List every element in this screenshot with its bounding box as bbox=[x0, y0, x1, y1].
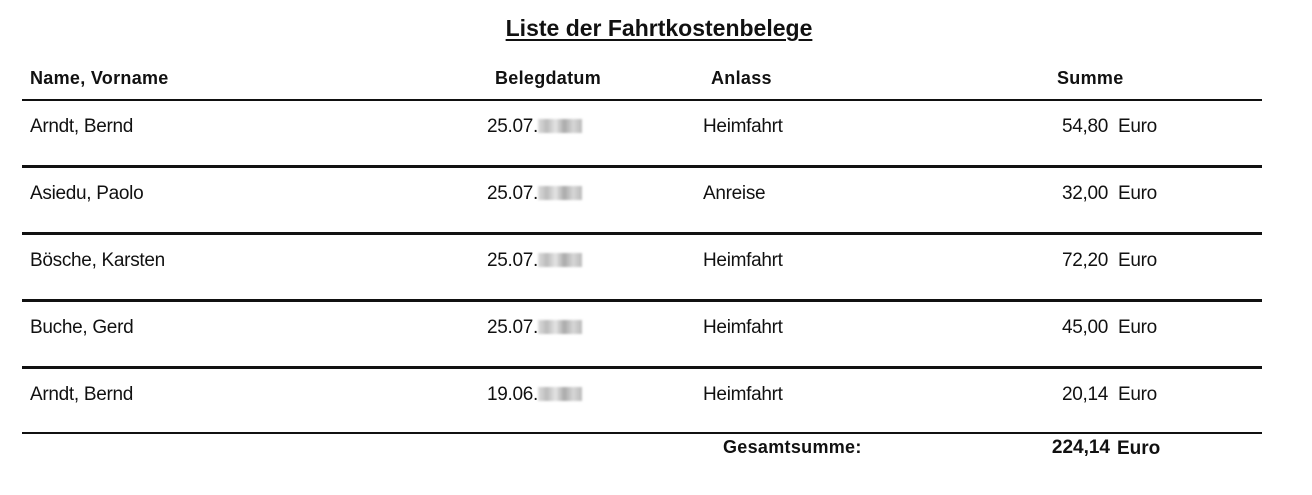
total-amount: 224,14 bbox=[1051, 437, 1110, 458]
cell-name: Arndt, Bernd bbox=[30, 116, 134, 137]
redacted-year bbox=[538, 253, 583, 267]
cell-date: 25.07. bbox=[487, 250, 583, 272]
cell-amount: 20,14 bbox=[1061, 384, 1108, 405]
cell-amount: 45,00 bbox=[1061, 317, 1108, 338]
page-title: Liste der Fahrtkostenbelege bbox=[505, 15, 813, 41]
total-currency: Euro bbox=[1117, 438, 1161, 459]
cell-currency: Euro bbox=[1118, 384, 1157, 405]
redacted-year bbox=[538, 186, 583, 200]
cell-occasion: Heimfahrt bbox=[703, 317, 783, 338]
cell-occasion: Heimfahrt bbox=[703, 116, 783, 137]
cell-amount: 32,00 bbox=[1061, 183, 1108, 204]
cell-currency: Euro bbox=[1118, 183, 1157, 204]
cell-date: 19.06. bbox=[487, 384, 583, 406]
cell-amount: 54,80 bbox=[1061, 116, 1108, 137]
cell-name: Buche, Gerd bbox=[30, 317, 134, 338]
column-header-occasion: Anlass bbox=[711, 68, 772, 88]
date-text: 25.07. bbox=[487, 183, 539, 204]
date-text: 25.07. bbox=[487, 317, 539, 338]
date-text: 19.06. bbox=[487, 384, 539, 405]
cell-name: Bösche, Karsten bbox=[30, 250, 165, 271]
date-text: 25.07. bbox=[487, 250, 539, 271]
redacted-year bbox=[538, 119, 583, 133]
header-divider bbox=[22, 99, 1262, 101]
cell-date: 25.07. bbox=[487, 183, 583, 205]
redacted-year bbox=[538, 387, 583, 401]
redacted-year bbox=[538, 320, 583, 334]
total-label: Gesamtsumme: bbox=[723, 437, 862, 457]
cell-occasion: Anreise bbox=[703, 183, 766, 204]
total-divider bbox=[22, 432, 1262, 434]
column-header-sum: Summe bbox=[1057, 68, 1124, 88]
column-header-date: Belegdatum bbox=[495, 68, 602, 88]
cell-occasion: Heimfahrt bbox=[703, 250, 783, 271]
cell-date: 25.07. bbox=[487, 116, 583, 138]
row-divider bbox=[22, 165, 1262, 168]
column-header-name: Name, Vorname bbox=[30, 68, 169, 88]
cell-date: 25.07. bbox=[487, 317, 583, 339]
cell-name: Asiedu, Paolo bbox=[30, 183, 144, 204]
cell-name: Arndt, Bernd bbox=[30, 384, 134, 405]
row-divider bbox=[22, 232, 1262, 235]
date-text: 25.07. bbox=[487, 116, 539, 137]
cell-amount: 72,20 bbox=[1061, 250, 1108, 271]
row-divider bbox=[22, 366, 1262, 369]
cell-occasion: Heimfahrt bbox=[703, 384, 783, 405]
row-divider bbox=[22, 299, 1262, 302]
cell-currency: Euro bbox=[1118, 250, 1157, 271]
cell-currency: Euro bbox=[1118, 317, 1157, 338]
cell-currency: Euro bbox=[1118, 116, 1157, 137]
